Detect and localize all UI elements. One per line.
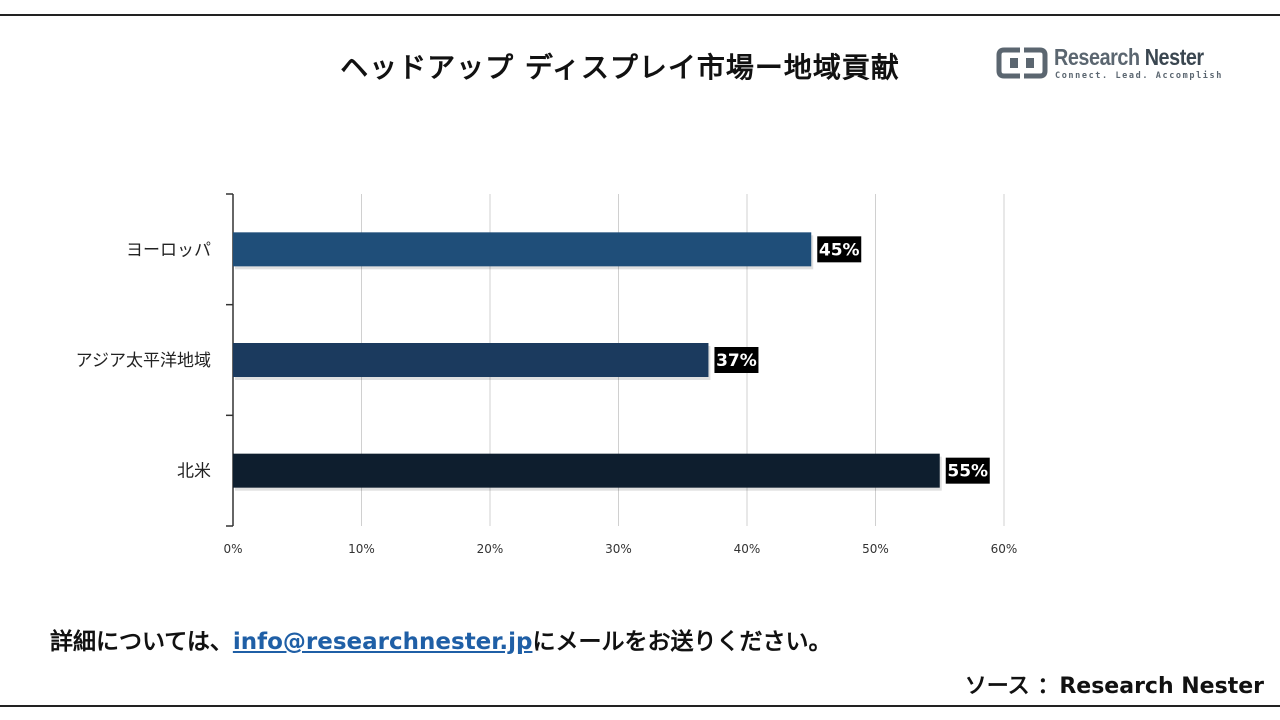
logo-tagline: Connect. Lead. Accomplish [1055,71,1223,81]
research-nester-logo-mark-icon [996,47,1048,79]
x-tick-label: 0% [223,542,242,556]
x-tick-label: 30% [605,542,632,556]
contact-suffix: にメールをお送りください。 [532,629,832,655]
chart-title: ヘッドアップ ディスプレイ市場ー地域貢献 [340,51,900,84]
data-label-bg [945,457,990,484]
x-tick-label: 60% [991,542,1018,556]
data-label: 55% [947,462,988,482]
x-tick-label: 40% [734,542,761,556]
x-tick-label: 10% [348,542,375,556]
data-label: 37% [716,351,757,371]
chart-bars [233,232,942,491]
data-label: 45% [819,240,860,260]
top-rule [0,14,1280,16]
category-label: アジア太平洋地域 [76,351,211,371]
contact-email-link[interactable]: info@researchnester.jp [232,629,533,655]
source-credit: ソース ：Research Nester [964,674,1264,699]
bar [233,343,709,377]
contact-prefix: 詳細については、 [50,629,233,655]
chart-labels: 0% 10% 20% 30% 40% 50% 60% ヨーロッパ 45% アジア太平洋地域 37% 北… [76,236,1018,556]
chart-axis [226,193,234,527]
data-label-bg [714,347,759,373]
bar [233,232,812,267]
contact-line: 詳細については、info@researchnester.jpにメールをお送りくだ… [50,622,831,656]
bottom-rule [0,705,1280,707]
research-nester-logo: Research Nester Connect. Lead. Accomplis… [996,44,1226,88]
x-tick-label: 20% [477,542,504,556]
bar [233,453,940,488]
data-label-bg [817,236,862,263]
logo-brand-name: Research Nester [1054,44,1204,70]
x-tick-label: 50% [862,542,889,556]
category-label: ヨーロッパ [126,240,211,260]
category-label: 北米 [177,462,211,482]
